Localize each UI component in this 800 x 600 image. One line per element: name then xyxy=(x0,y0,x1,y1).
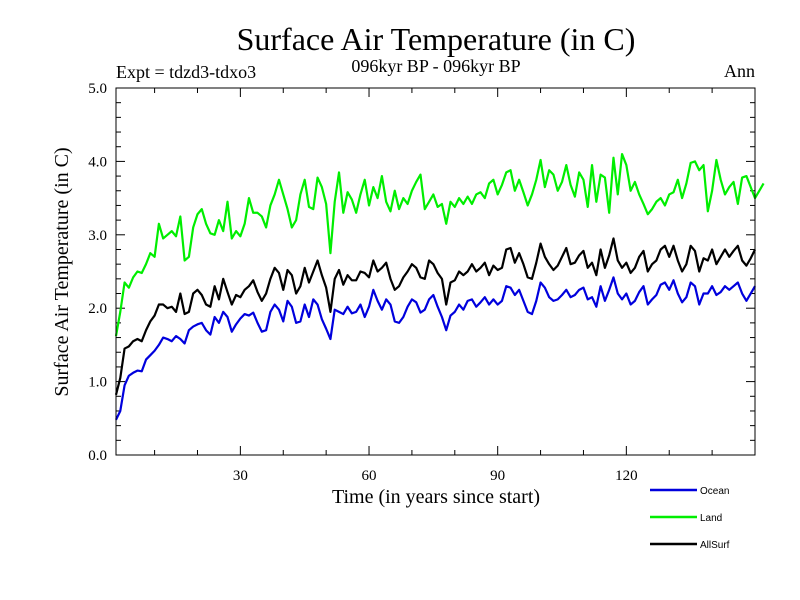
y-tick-label: 3.0 xyxy=(88,228,107,244)
experiment-label: Expt = tdzd3-tdxo3 xyxy=(116,62,256,82)
legend-label-land: Land xyxy=(700,513,722,524)
chart-title: Surface Air Temperature (in C) xyxy=(237,21,636,57)
series-line-land xyxy=(114,152,765,337)
series-line-ocean xyxy=(115,276,756,421)
x-axis-label: Time (in years since start) xyxy=(332,486,540,508)
legend: Ocean Land AllSurf xyxy=(650,486,730,551)
season-label: Ann xyxy=(724,61,755,81)
y-axis-label: Surface Air Temperature (in C) xyxy=(51,147,73,396)
x-tick-label: 60 xyxy=(362,468,377,484)
legend-label-ocean: Ocean xyxy=(700,486,729,497)
chart-subtitle: 096kyr BP - 096kyr BP xyxy=(351,56,520,76)
series-lines xyxy=(114,152,765,421)
y-tick-label: 4.0 xyxy=(88,154,107,170)
y-tick-label: 0.0 xyxy=(88,448,107,464)
y-tick-label: 5.0 xyxy=(88,81,107,97)
plot-frame xyxy=(115,87,756,456)
y-tick-label: 2.0 xyxy=(88,301,107,317)
x-tick-label: 30 xyxy=(233,468,248,484)
legend-label-allsurf: AllSurf xyxy=(700,540,730,551)
axis-ticks: 0.0 1.0 2.0 3.0 4.0 5.0 30 60 90 120 xyxy=(88,81,755,484)
y-tick-label: 1.0 xyxy=(88,375,107,391)
x-tick-label: 120 xyxy=(615,468,638,484)
series-line-allsurf xyxy=(114,237,756,396)
x-tick-label: 90 xyxy=(490,468,505,484)
